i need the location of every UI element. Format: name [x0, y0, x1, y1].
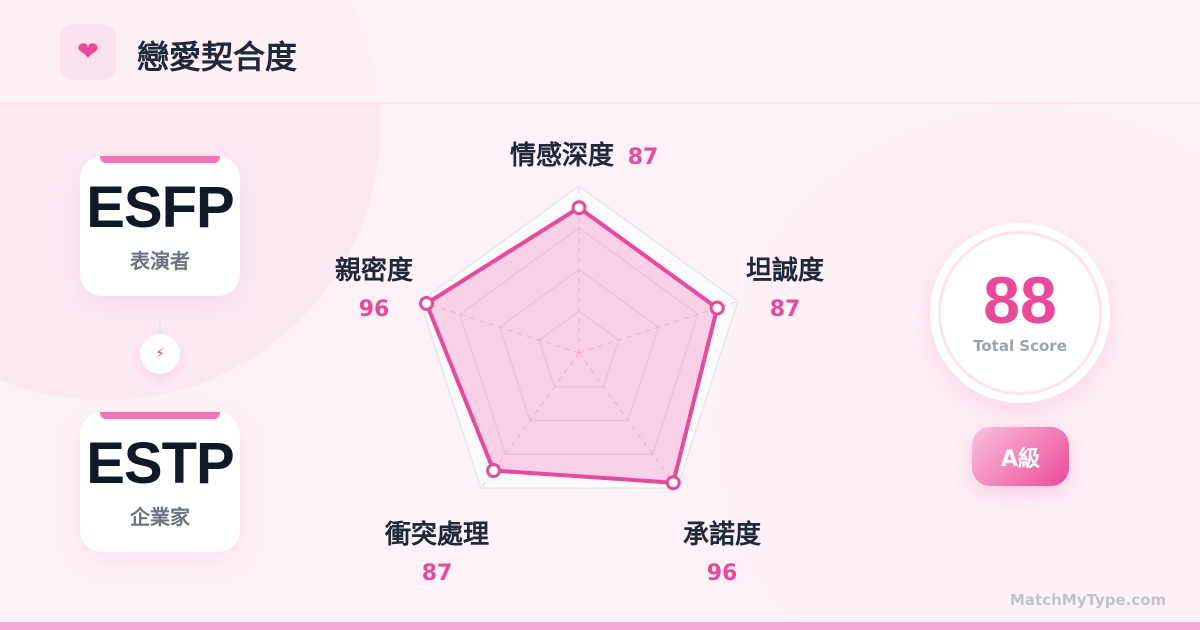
type-code: ESFP — [86, 175, 235, 240]
grid-spoke — [480, 352, 580, 489]
connector-line — [159, 374, 161, 388]
data-label: 87 — [628, 145, 659, 170]
data-point — [709, 300, 725, 316]
axis-label: 坦誠度 — [746, 255, 824, 286]
series-area — [424, 205, 720, 485]
type-name: 企業家 — [130, 505, 190, 529]
data-label: 96 — [707, 561, 738, 586]
heart-icon: ❤ — [60, 24, 116, 80]
grid-spoke — [420, 300, 580, 354]
axis-label: 承諾度 — [683, 519, 761, 550]
data-point — [486, 463, 502, 479]
header: ❤ 戀愛契合度 — [0, 0, 1200, 104]
type-code: ESTP — [86, 431, 235, 496]
connector-line — [159, 320, 161, 334]
grid-spoke — [578, 300, 738, 354]
grid-ring — [538, 310, 620, 388]
card-accent-bar — [100, 156, 220, 163]
grid-ring — [419, 185, 739, 489]
grid-ring — [458, 226, 700, 456]
grid-ring — [498, 268, 660, 422]
grade-badge: A級 — [972, 427, 1069, 486]
axis-label: 親密度 — [335, 255, 413, 286]
data-label: 87 — [422, 561, 453, 586]
data-label: 96 — [359, 297, 390, 322]
data-point — [571, 200, 587, 216]
type-card-1: ESFP 表演者 — [80, 156, 240, 296]
data-label: 87 — [770, 297, 801, 322]
card-accent-bar — [100, 412, 220, 419]
type-card-2: ESTP 企業家 — [80, 412, 240, 552]
page-title: 戀愛契合度 — [137, 38, 298, 76]
total-score-circle: 88 Total Score — [930, 223, 1110, 403]
bottom-bar — [0, 622, 1200, 630]
type-name: 表演者 — [130, 249, 190, 273]
score-ring — [938, 231, 1102, 395]
axis-label: 情感深度 — [510, 140, 614, 171]
brand-watermark: MatchMyType.com — [1010, 591, 1167, 609]
axis-label: 衝突處理 — [384, 519, 489, 550]
data-point — [419, 295, 435, 311]
data-point — [665, 475, 681, 491]
lightning-icon: ⚡ — [140, 334, 180, 374]
grid-spoke — [578, 352, 678, 489]
